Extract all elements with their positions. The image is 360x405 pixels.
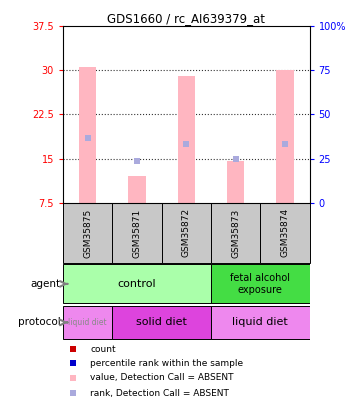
Text: percentile rank within the sample: percentile rank within the sample [90,359,243,368]
Text: GSM35871: GSM35871 [132,208,141,258]
Bar [79,68,96,202]
Text: liquid diet: liquid diet [233,318,288,328]
Bar [211,264,310,303]
Bar [112,306,211,339]
Text: protocol: protocol [18,318,60,328]
Title: GDS1660 / rc_AI639379_at: GDS1660 / rc_AI639379_at [107,12,265,25]
Bar [63,306,112,339]
Bar [178,76,195,202]
Bar [260,202,310,263]
Bar [276,70,293,202]
Text: GSM35875: GSM35875 [83,208,92,258]
Bar [112,202,162,263]
Text: liquid diet: liquid diet [68,318,107,327]
Text: rank, Detection Call = ABSENT: rank, Detection Call = ABSENT [90,388,229,398]
Text: agent: agent [30,279,60,289]
Text: value, Detection Call = ABSENT: value, Detection Call = ABSENT [90,373,234,382]
Text: count: count [90,345,116,354]
Text: solid diet: solid diet [136,318,187,328]
Bar [211,202,260,263]
Text: GSM35873: GSM35873 [231,208,240,258]
Bar [227,162,244,202]
Text: GSM35874: GSM35874 [280,208,289,258]
Text: control: control [118,279,156,289]
Bar [63,264,211,303]
Bar [129,176,145,202]
Text: GSM35872: GSM35872 [182,208,191,258]
Bar [162,202,211,263]
Bar [63,202,112,263]
Bar [211,306,310,339]
Text: fetal alcohol
exposure: fetal alcohol exposure [230,273,290,295]
